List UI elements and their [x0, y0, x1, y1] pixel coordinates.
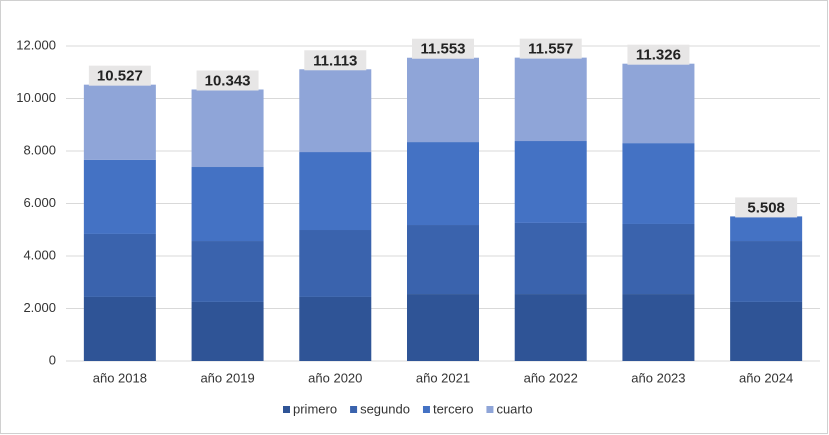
y-tick-label: 12.000	[16, 37, 56, 52]
x-tick-label: año 2019	[200, 370, 254, 385]
total-label: 10.527	[97, 68, 143, 85]
y-tick-label: 4.000	[23, 247, 56, 262]
x-tick-label: año 2021	[416, 370, 470, 385]
total-label-group: 11.553	[412, 38, 474, 59]
bar-segment	[407, 225, 479, 295]
bar-segment	[191, 301, 264, 361]
legend-label: segundo	[360, 401, 410, 416]
bar-segment	[299, 152, 372, 231]
bar-segment	[514, 222, 587, 295]
bar-segment	[191, 89, 264, 168]
bar-segment	[191, 241, 264, 302]
x-tick-label: año 2022	[524, 370, 578, 385]
total-label: 11.553	[420, 41, 465, 58]
total-label: 5.508	[747, 199, 785, 216]
bar-segment	[730, 301, 803, 361]
x-tick-label: año 2024	[739, 370, 793, 385]
legend-label: primero	[293, 401, 337, 416]
legend-swatch	[283, 406, 290, 413]
bar-segment	[83, 296, 156, 361]
x-tick-label: año 2020	[308, 370, 362, 385]
bar-segment	[299, 69, 372, 153]
bar-segment	[622, 63, 695, 144]
bar-segment	[622, 223, 695, 295]
total-label-group: 10.527	[88, 65, 151, 86]
bar-segment	[83, 233, 156, 297]
total-label-bg	[627, 44, 690, 65]
y-tick-label: 0	[49, 352, 56, 367]
legend-swatch	[486, 406, 494, 413]
bar-segment	[299, 296, 372, 361]
bar-segment	[730, 241, 803, 302]
total-label-bg	[519, 38, 582, 59]
bar-segment	[83, 84, 156, 160]
bar-segment	[407, 57, 479, 143]
y-tick-label: 10.000	[16, 90, 56, 105]
bar-segment	[514, 141, 587, 223]
total-label: 11.113	[313, 52, 357, 69]
x-tick-label: año 2018	[93, 370, 147, 385]
total-label-group: 11.113	[304, 50, 367, 71]
total-label: 10.343	[205, 72, 251, 89]
total-label-bg	[88, 65, 151, 86]
y-tick-label: 2.000	[23, 300, 56, 315]
bar-segment	[514, 294, 587, 361]
total-label-bg	[412, 38, 474, 59]
bar-segment	[407, 294, 479, 361]
bar-segment	[622, 294, 695, 361]
total-label-group: 5.508	[735, 197, 798, 218]
x-tick-label: año 2023	[631, 370, 685, 385]
total-label: 11.326	[636, 47, 681, 64]
total-label: 11.557	[528, 41, 573, 58]
legend-swatch	[422, 406, 430, 413]
total-label-group: 11.326	[627, 44, 690, 65]
bar-segment	[730, 216, 803, 242]
y-tick-label: 6.000	[23, 195, 56, 210]
bar-segment	[299, 230, 372, 297]
bar-segment	[514, 57, 587, 142]
bar-segment	[622, 143, 695, 224]
bar-segment	[191, 167, 264, 242]
total-label-bg	[304, 50, 367, 71]
bar-segment	[83, 159, 156, 234]
legend-swatch	[350, 406, 358, 413]
legend-label: tercero	[433, 401, 473, 416]
bar-segment	[407, 142, 479, 226]
legend-label: cuarto	[496, 401, 532, 416]
total-label-bg	[735, 197, 798, 218]
total-label-group: 10.343	[196, 70, 259, 91]
total-label-group: 11.557	[519, 38, 582, 59]
y-tick-label: 8.000	[23, 142, 56, 157]
total-label-bg	[196, 70, 259, 91]
